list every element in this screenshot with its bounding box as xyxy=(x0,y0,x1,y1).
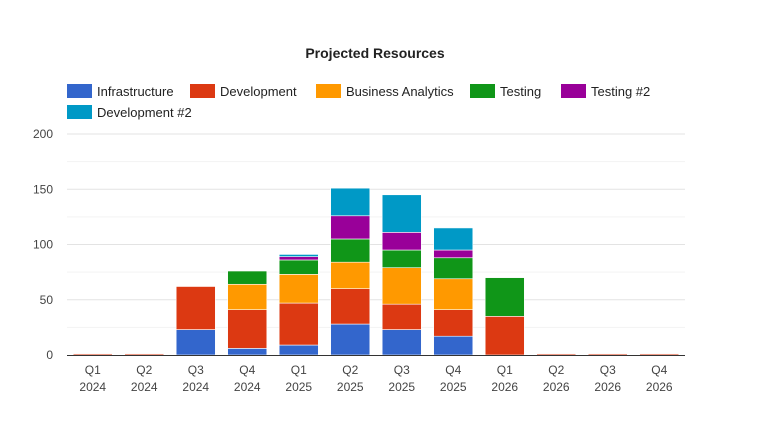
legend-swatch xyxy=(316,84,341,98)
bar-segment xyxy=(381,232,422,251)
bar-segment xyxy=(227,283,268,310)
bar-segment xyxy=(278,256,319,261)
bar-segment xyxy=(227,309,268,349)
x-tick-label: 2026 xyxy=(594,380,621,394)
bar-segment xyxy=(381,249,422,269)
legend-label: Infrastructure xyxy=(97,84,174,99)
bar-segment xyxy=(433,309,474,337)
y-tick-label: 200 xyxy=(33,127,53,141)
legend-item: Testing xyxy=(470,84,541,99)
bar-segment xyxy=(330,187,371,217)
y-tick-label: 50 xyxy=(40,293,54,307)
legend-item: Business Analytics xyxy=(316,84,454,99)
x-tick-label: 2025 xyxy=(440,380,467,394)
x-tick-label: Q3 xyxy=(188,363,204,377)
bar-segment xyxy=(484,316,525,356)
legend-swatch xyxy=(190,84,215,98)
x-tick-label: 2025 xyxy=(337,380,364,394)
bar-segment xyxy=(278,254,319,257)
bar-segment xyxy=(381,329,422,356)
bar-segment xyxy=(330,215,371,240)
bar-segment xyxy=(433,257,474,280)
x-tick-label: 2024 xyxy=(79,380,106,394)
bar-segment xyxy=(433,335,474,356)
x-tick-label: 2025 xyxy=(388,380,415,394)
x-tick-label: Q4 xyxy=(445,363,461,377)
bar-segment xyxy=(175,286,216,330)
legend-item: Development #2 xyxy=(67,105,192,120)
bar-segment xyxy=(278,274,319,304)
bar-segment xyxy=(381,194,422,233)
legend-item: Infrastructure xyxy=(67,84,174,99)
x-tick-label: Q3 xyxy=(394,363,410,377)
bar-segment xyxy=(227,270,268,285)
x-tick-label: Q3 xyxy=(600,363,616,377)
bar-segment xyxy=(587,353,628,356)
bar-segment xyxy=(175,329,216,356)
legend-label: Testing xyxy=(500,84,541,99)
legend-item: Development xyxy=(190,84,297,99)
x-tick-label: 2024 xyxy=(131,380,158,394)
bar-segment xyxy=(433,278,474,310)
legend-swatch xyxy=(561,84,586,98)
legend-label: Development #2 xyxy=(97,105,192,120)
x-tick-label: Q4 xyxy=(239,363,255,377)
legend-label: Business Analytics xyxy=(346,84,454,99)
bar-segment xyxy=(639,353,680,356)
bar-segment xyxy=(227,348,268,356)
bars xyxy=(72,187,680,356)
y-tick-label: 0 xyxy=(46,348,53,362)
y-axis: 0 50 100 150 200 xyxy=(33,127,53,362)
x-tick-label: 2026 xyxy=(491,380,518,394)
y-tick-label: 150 xyxy=(33,182,53,196)
bar-segment xyxy=(381,267,422,305)
x-tick-label: 2026 xyxy=(543,380,570,394)
legend-label: Development xyxy=(220,84,297,99)
x-tick-label: Q4 xyxy=(651,363,667,377)
bar-segment xyxy=(278,344,319,356)
bar-segment xyxy=(330,323,371,356)
x-tick-label: Q2 xyxy=(548,363,564,377)
bar-segment xyxy=(536,353,577,356)
y-tick-label: 100 xyxy=(33,238,53,252)
x-tick-label: Q1 xyxy=(497,363,513,377)
x-tick-label: 2025 xyxy=(285,380,312,394)
bar-segment xyxy=(330,288,371,325)
legend-swatch xyxy=(67,84,92,98)
chart-title: Projected Resources xyxy=(305,45,444,61)
x-tick-label: Q2 xyxy=(342,363,358,377)
bar-segment xyxy=(278,259,319,275)
legend-swatch xyxy=(67,105,92,119)
bar-segment xyxy=(433,249,474,259)
bar-segment xyxy=(330,238,371,263)
legend-label: Testing #2 xyxy=(591,84,650,99)
bar-segment xyxy=(381,303,422,330)
gridlines xyxy=(67,133,685,328)
bar-segment xyxy=(330,261,371,289)
bar-segment xyxy=(484,277,525,317)
x-axis: Q1 2024 Q2 2024 Q3 2024 Q4 2024 Q1 2025 Q2 2025 Q3 20… xyxy=(67,355,685,394)
x-tick-label: Q1 xyxy=(85,363,101,377)
x-tick-label: 2024 xyxy=(234,380,261,394)
legend-item: Testing #2 xyxy=(561,84,650,99)
x-tick-label: Q1 xyxy=(291,363,307,377)
bar-segment xyxy=(278,302,319,346)
legend-swatch xyxy=(470,84,495,98)
x-tick-label: Q2 xyxy=(136,363,152,377)
bar-segment xyxy=(72,353,113,356)
x-tick-label: 2024 xyxy=(182,380,209,394)
bar-segment xyxy=(124,353,165,356)
x-tick-label: 2026 xyxy=(646,380,673,394)
legend: Infrastructure Development Business Analyt… xyxy=(67,84,650,120)
bar-segment xyxy=(433,227,474,251)
